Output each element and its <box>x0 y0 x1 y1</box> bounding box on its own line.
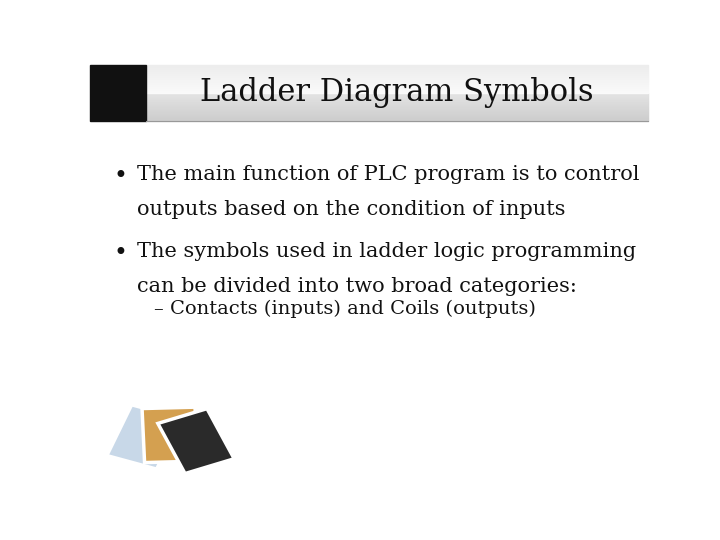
Text: Ladder Diagram Symbols: Ladder Diagram Symbols <box>200 77 594 109</box>
Bar <box>145 120 648 121</box>
Bar <box>145 93 648 94</box>
Bar <box>145 107 648 109</box>
Bar <box>145 105 648 106</box>
Bar <box>145 68 648 69</box>
Bar <box>145 75 648 76</box>
Bar <box>145 94 648 95</box>
Bar <box>145 80 648 81</box>
Bar <box>145 116 648 117</box>
Bar <box>145 69 648 70</box>
Bar <box>145 82 648 83</box>
Bar <box>90 65 145 121</box>
Bar <box>145 98 648 99</box>
Bar <box>145 86 648 87</box>
Bar <box>142 407 197 463</box>
Bar <box>145 96 648 97</box>
Text: •: • <box>114 165 127 187</box>
Text: outputs based on the condition of inputs: outputs based on the condition of inputs <box>138 200 566 219</box>
Text: can be divided into two broad categories:: can be divided into two broad categories… <box>138 277 577 296</box>
Bar <box>145 99 648 100</box>
Bar <box>145 106 648 107</box>
Bar <box>145 76 648 77</box>
Bar <box>145 81 648 82</box>
Text: The main function of PLC program is to control: The main function of PLC program is to c… <box>138 165 640 184</box>
Bar <box>145 67 648 68</box>
Bar <box>145 112 648 113</box>
Bar <box>145 90 648 91</box>
Bar <box>145 83 648 84</box>
Bar <box>145 66 648 67</box>
Bar <box>145 89 648 90</box>
Bar <box>145 114 648 116</box>
Bar <box>145 95 648 96</box>
Bar <box>145 70 648 71</box>
Bar <box>145 102 648 103</box>
Bar <box>145 65 648 66</box>
Bar <box>145 100 648 102</box>
Bar <box>145 97 648 98</box>
Bar <box>145 84 648 85</box>
Bar <box>145 85 648 86</box>
Bar <box>145 78 648 79</box>
Text: – Contacts (inputs) and Coils (outputs): – Contacts (inputs) and Coils (outputs) <box>154 300 536 318</box>
Bar <box>145 73 648 74</box>
Bar <box>145 72 648 73</box>
Text: •: • <box>114 241 127 265</box>
Bar <box>145 103 648 104</box>
Bar <box>145 104 648 105</box>
Bar <box>145 88 648 89</box>
Text: The symbols used in ladder logic programming: The symbols used in ladder logic program… <box>138 241 636 260</box>
Bar <box>145 77 648 78</box>
Bar <box>145 71 648 72</box>
Bar <box>145 109 648 110</box>
Bar <box>145 91 648 92</box>
Bar <box>145 110 648 111</box>
Bar <box>107 405 181 469</box>
Bar <box>158 409 234 474</box>
Bar <box>145 117 648 118</box>
Bar <box>145 113 648 114</box>
Bar <box>145 74 648 75</box>
Bar <box>145 87 648 88</box>
Bar <box>145 92 648 93</box>
Bar <box>145 119 648 120</box>
Bar <box>145 118 648 119</box>
Bar <box>145 111 648 112</box>
Bar <box>145 79 648 80</box>
